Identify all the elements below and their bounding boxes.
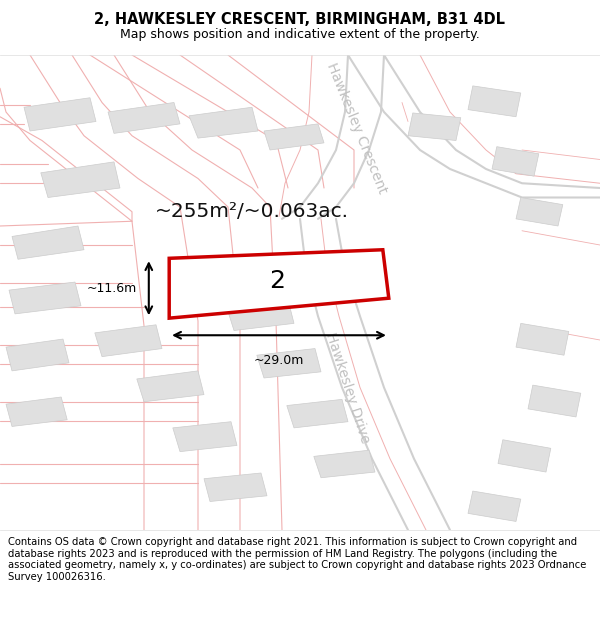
Polygon shape	[41, 162, 120, 198]
Polygon shape	[24, 98, 96, 131]
Text: Hawkesley Drive: Hawkesley Drive	[323, 330, 373, 445]
Text: Map shows position and indicative extent of the property.: Map shows position and indicative extent…	[120, 28, 480, 41]
Polygon shape	[227, 299, 294, 331]
Polygon shape	[528, 385, 581, 417]
Polygon shape	[287, 399, 348, 428]
Polygon shape	[468, 86, 521, 117]
Polygon shape	[9, 282, 81, 314]
Polygon shape	[189, 107, 258, 138]
Polygon shape	[173, 422, 237, 452]
Text: 2, HAWKESLEY CRESCENT, BIRMINGHAM, B31 4DL: 2, HAWKESLEY CRESCENT, BIRMINGHAM, B31 4…	[95, 12, 505, 27]
Polygon shape	[6, 397, 67, 426]
Text: ~255m²/~0.063ac.: ~255m²/~0.063ac.	[155, 202, 349, 221]
Polygon shape	[95, 325, 162, 357]
Polygon shape	[264, 124, 324, 150]
Polygon shape	[516, 323, 569, 355]
Polygon shape	[12, 226, 84, 259]
Polygon shape	[257, 349, 321, 378]
Polygon shape	[492, 147, 539, 176]
Polygon shape	[137, 371, 204, 402]
Polygon shape	[498, 440, 551, 472]
Polygon shape	[108, 102, 180, 133]
Polygon shape	[187, 258, 329, 292]
Polygon shape	[204, 473, 267, 501]
Polygon shape	[169, 250, 389, 318]
Polygon shape	[516, 198, 563, 226]
Text: 2: 2	[269, 269, 286, 293]
Polygon shape	[6, 339, 69, 371]
Polygon shape	[314, 450, 375, 478]
Text: Hawkesley Crescent: Hawkesley Crescent	[325, 61, 389, 196]
Polygon shape	[468, 491, 521, 521]
Text: ~29.0m: ~29.0m	[254, 354, 304, 367]
Text: Contains OS data © Crown copyright and database right 2021. This information is : Contains OS data © Crown copyright and d…	[8, 537, 586, 582]
Polygon shape	[408, 113, 461, 141]
Text: ~11.6m: ~11.6m	[86, 282, 137, 295]
